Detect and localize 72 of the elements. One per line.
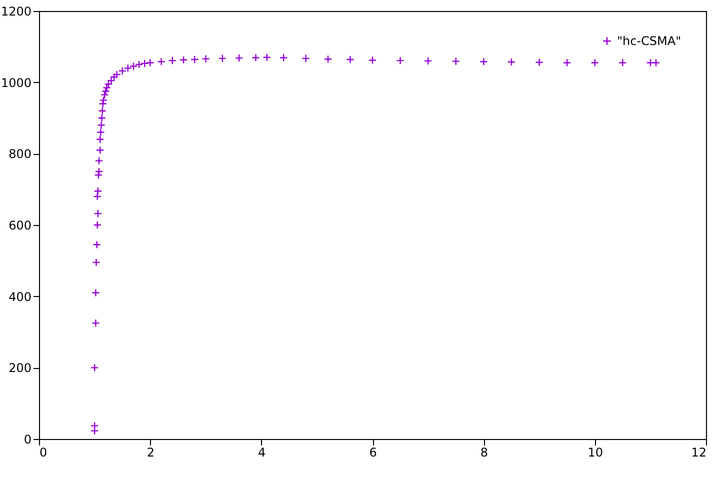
y-tick-label: 1000 <box>0 76 32 90</box>
point <box>99 96 108 104</box>
point <box>252 54 260 62</box>
x-tick-label: 12 <box>691 446 706 460</box>
point <box>92 318 100 328</box>
point <box>168 56 177 65</box>
point <box>110 72 118 82</box>
point <box>96 146 104 154</box>
y-tick-label: 200 <box>8 361 32 376</box>
point <box>535 58 544 66</box>
point <box>90 364 99 372</box>
point <box>93 220 102 230</box>
point <box>396 56 404 65</box>
point <box>346 55 354 64</box>
point <box>157 58 166 66</box>
y-tick-label: 1200 <box>0 4 32 18</box>
legend-label: "hc-CSMA" <box>617 34 682 48</box>
point <box>94 156 104 165</box>
point <box>118 66 127 76</box>
point <box>100 90 109 99</box>
point <box>652 58 660 67</box>
point <box>134 60 144 69</box>
point <box>234 54 244 62</box>
point <box>279 54 288 62</box>
point <box>562 58 572 67</box>
point <box>262 53 272 62</box>
point <box>190 55 199 64</box>
point <box>368 56 377 64</box>
point <box>146 58 154 67</box>
y-tick-label: 800 <box>8 147 32 162</box>
point <box>102 84 111 92</box>
point <box>140 59 149 68</box>
point <box>112 70 121 79</box>
point <box>424 56 432 66</box>
x-tick-label: 10 <box>588 446 603 460</box>
point <box>98 100 108 108</box>
point <box>202 54 210 63</box>
x-tick-label: 8 <box>480 446 488 460</box>
y-tick-label: 400 <box>8 290 32 304</box>
point <box>646 58 655 67</box>
point <box>93 192 102 201</box>
point <box>104 80 113 88</box>
point <box>90 422 99 430</box>
point <box>124 64 132 72</box>
point <box>97 120 106 130</box>
x-tick-label: 0 <box>40 446 48 460</box>
point <box>98 114 106 122</box>
point <box>92 258 100 267</box>
point <box>507 58 516 66</box>
point <box>618 58 627 67</box>
x-tick-label: 2 <box>146 446 154 460</box>
point <box>92 240 101 249</box>
point <box>302 54 310 63</box>
point <box>94 186 102 196</box>
point <box>96 128 105 136</box>
x-tick-label: 6 <box>369 446 377 460</box>
point <box>96 135 104 144</box>
point <box>452 57 460 66</box>
point <box>218 54 227 63</box>
point <box>324 55 332 64</box>
point <box>94 209 102 218</box>
point <box>92 288 100 297</box>
point <box>590 58 599 67</box>
y-tick-label: 0 <box>24 432 32 446</box>
point <box>98 106 106 116</box>
y-tick-label: 600 <box>8 218 32 232</box>
point <box>102 87 110 96</box>
point <box>129 62 138 70</box>
x-tick-label: 4 <box>258 446 266 460</box>
point <box>179 56 188 64</box>
point <box>90 426 99 435</box>
point <box>480 58 488 66</box>
